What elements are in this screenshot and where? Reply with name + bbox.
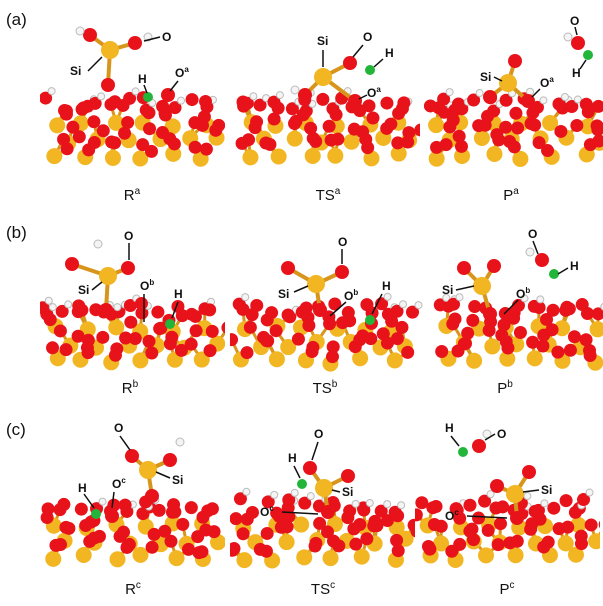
panel-reactant-c: Si O H Oc xyxy=(40,412,225,577)
label-o: O xyxy=(497,427,506,441)
atom-labels: Si O H Oc xyxy=(260,427,353,519)
caption-reactant-b: Rb xyxy=(121,379,139,397)
label-si: Si xyxy=(70,64,81,78)
surface-slab xyxy=(423,87,603,167)
panel-product-c: Si O H Oc xyxy=(415,412,600,577)
label-o-sub: Ob xyxy=(344,288,358,303)
caption-product-b: Pb xyxy=(497,379,513,397)
atom-labels: Si O H Ob xyxy=(78,229,183,322)
label-o-sub: Oc xyxy=(260,504,274,519)
structure-product-b: Si O H Ob xyxy=(433,227,603,371)
adsorbate xyxy=(281,261,375,325)
label-o-sub: Ob xyxy=(516,286,530,301)
adsorbate xyxy=(457,247,559,321)
row-label-c: (c) xyxy=(6,420,26,439)
panel-ts-b: Si O H Ob xyxy=(230,218,425,378)
label-h: H xyxy=(445,421,454,435)
label-h: H xyxy=(385,46,394,60)
caption-reactant-a: Ra xyxy=(123,186,141,204)
structure-reactant-a: Si O H Oa xyxy=(40,26,225,167)
label-o-sub: Oa xyxy=(540,75,554,90)
panel-ts-a: Si O H Oa xyxy=(235,5,420,180)
structure-product-c: Si O H Oc xyxy=(415,421,600,568)
structure-reactant-b: Si O H Ob xyxy=(40,229,225,371)
label-si: Si xyxy=(480,70,491,84)
label-o-sub: Oa xyxy=(175,65,189,80)
atom-labels: Si O H Ob xyxy=(442,227,579,315)
caption-product-c: Pc xyxy=(499,580,515,598)
label-si: Si xyxy=(78,283,89,297)
label-h: H xyxy=(570,259,579,273)
label-h: H xyxy=(174,287,183,301)
label-h: H xyxy=(288,451,297,465)
row-label-a: (a) xyxy=(6,10,27,29)
panel-ts-c: Si O H Oc xyxy=(230,412,415,577)
label-si: Si xyxy=(342,485,353,499)
row-label-b: (b) xyxy=(6,223,27,242)
atom-labels: Si O H Oc xyxy=(445,421,552,523)
structure-ts-a: Si O H Oa xyxy=(235,30,420,167)
surface-slab xyxy=(230,487,415,569)
label-o: O xyxy=(162,30,171,44)
label-o: O xyxy=(114,421,123,435)
label-o: O xyxy=(124,229,133,243)
label-o: O xyxy=(338,235,347,249)
surface-slab xyxy=(235,87,420,167)
label-h: H xyxy=(78,481,87,495)
atom-labels: Si O H Oc xyxy=(78,421,183,509)
label-o-sub: Oa xyxy=(367,85,381,100)
adsorbate xyxy=(297,461,355,519)
label-si: Si xyxy=(317,34,328,48)
surface-slab xyxy=(40,294,225,371)
adsorbate xyxy=(75,26,175,102)
atom-labels: Si O H Ob xyxy=(278,235,391,317)
label-si: Si xyxy=(278,287,289,301)
label-o-sub: Oc xyxy=(112,476,126,491)
adsorbate xyxy=(65,239,175,329)
surface-slab xyxy=(433,293,603,371)
caption-ts-c: TSc xyxy=(310,580,336,598)
atom-labels: Si O H Oa xyxy=(480,14,587,98)
label-si: Si xyxy=(442,283,453,297)
adsorbate xyxy=(483,32,593,108)
panel-product-a: Si O H Oa xyxy=(420,5,603,180)
adsorbate xyxy=(91,437,185,523)
caption-ts-b: TSb xyxy=(312,379,338,397)
caption-product-a: Pa xyxy=(503,186,519,204)
label-h: H xyxy=(382,279,391,293)
caption-reactant-c: Rc xyxy=(125,580,141,598)
label-o-sub: Oc xyxy=(445,508,459,523)
label-h: H xyxy=(572,66,581,80)
adsorbate xyxy=(290,56,375,108)
label-si: Si xyxy=(172,473,183,487)
surface-slab xyxy=(40,87,225,167)
surface-slab xyxy=(415,488,600,568)
structure-ts-b: Si O H Ob xyxy=(230,235,423,372)
panel-reactant-b: Si O H Ob xyxy=(40,218,225,378)
panel-product-b: Si O H Ob xyxy=(432,218,603,378)
label-h: H xyxy=(138,72,147,86)
surface-slab xyxy=(40,495,225,568)
label-si: Si xyxy=(541,483,552,497)
label-o: O xyxy=(528,227,537,241)
label-o: O xyxy=(314,427,323,441)
label-o: O xyxy=(570,14,579,28)
panel-reactant-a: Si O H Oa xyxy=(40,5,225,180)
atom-labels: Si O H Oa xyxy=(317,30,394,100)
structure-reactant-c: Si O H Oc xyxy=(40,421,225,568)
atom-labels: Si O H Oa xyxy=(70,30,189,94)
structure-product-a: Si O H Oa xyxy=(423,14,603,167)
label-o: O xyxy=(363,30,372,44)
structure-ts-c: Si O H Oc xyxy=(230,427,415,569)
surface-slab xyxy=(230,292,423,372)
label-o-sub: Ob xyxy=(140,278,154,293)
adsorbate xyxy=(458,429,536,525)
caption-ts-a: TSa xyxy=(315,186,341,204)
